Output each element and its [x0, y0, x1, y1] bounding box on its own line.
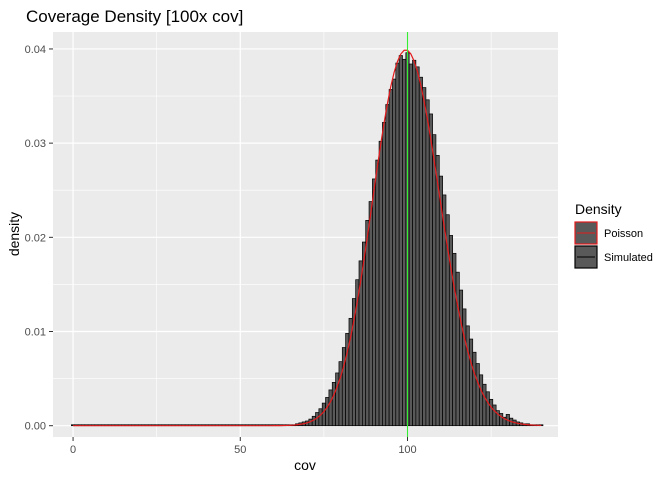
histogram-bar [428, 113, 433, 427]
histogram-bar [402, 58, 407, 427]
histogram-bar [458, 289, 464, 427]
y-tick-label: 0.04 [25, 44, 46, 56]
histogram-bar [469, 338, 474, 427]
histogram-bar [422, 87, 427, 427]
histogram-bar [321, 402, 326, 427]
legend: Density Poisson Simulated [574, 201, 653, 269]
histogram-bar [485, 391, 490, 427]
histogram-bar [385, 104, 390, 427]
histogram-bar [425, 99, 430, 427]
histogram-bar [418, 76, 423, 427]
legend-title: Density [575, 201, 622, 217]
histogram-bar [325, 397, 330, 427]
histogram-bar [479, 374, 484, 427]
histogram-bar [331, 382, 336, 427]
axis-ticks: 0 50 100 0.00 0.01 0.02 0.03 0.04 [25, 44, 417, 456]
y-axis-title: density [6, 212, 22, 256]
histogram-bar [365, 220, 370, 427]
y-tick-label: 0.01 [25, 327, 46, 339]
histogram-bar [492, 404, 497, 427]
x-tick-label: 100 [398, 444, 416, 456]
histogram-bar [372, 178, 377, 427]
histogram-bar [395, 62, 400, 427]
histogram-bar [415, 66, 420, 427]
histogram-bar [475, 363, 480, 427]
histogram-bar [489, 398, 494, 427]
histogram-bar [482, 383, 487, 427]
y-tick-label: 0.03 [25, 138, 46, 150]
histogram-bar [432, 134, 437, 427]
histogram-bar [412, 59, 417, 427]
y-tick-label: 0.00 [25, 421, 46, 433]
histogram-bar [382, 122, 387, 427]
histogram-bar [465, 325, 470, 427]
histogram-bars [71, 52, 544, 427]
histogram-bar [462, 308, 467, 427]
chart-title: Coverage Density [100x cov] [26, 7, 243, 26]
histogram-bar [408, 63, 413, 427]
histogram-bar [368, 201, 373, 427]
legend-label-poisson: Poisson [604, 228, 643, 240]
histogram-bar [318, 408, 323, 427]
histogram-bar [388, 89, 393, 427]
legend-item-poisson: Poisson [574, 221, 643, 245]
histogram-bar [455, 271, 460, 427]
histogram-bar [398, 55, 403, 427]
x-tick-label: 0 [70, 444, 76, 456]
histogram-bar [375, 159, 380, 427]
histogram-bar [328, 389, 333, 427]
x-tick-label: 50 [234, 444, 246, 456]
histogram-bar [472, 351, 477, 427]
legend-item-simulated: Simulated [574, 245, 653, 269]
histogram-bar [378, 140, 383, 427]
y-tick-label: 0.02 [25, 232, 46, 244]
histogram-bar [435, 155, 440, 427]
legend-label-simulated: Simulated [604, 252, 653, 264]
histogram-bar [392, 78, 397, 427]
histogram-bar [335, 372, 340, 427]
x-axis-title: cov [294, 457, 316, 473]
poisson-curve [73, 49, 542, 427]
